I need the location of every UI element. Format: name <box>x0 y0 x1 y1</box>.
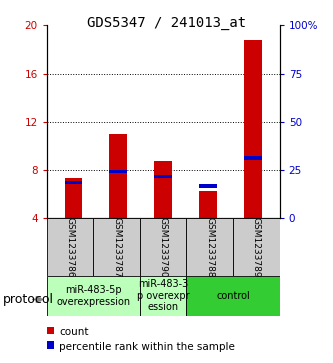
Bar <box>109 134 127 218</box>
Bar <box>140 276 186 316</box>
Bar <box>140 218 186 276</box>
Bar <box>47 341 54 348</box>
Text: control: control <box>216 291 250 301</box>
Text: miR-483-3
p overexpr
ession: miR-483-3 p overexpr ession <box>137 279 189 313</box>
Bar <box>109 170 127 173</box>
Bar <box>186 276 280 316</box>
Text: GSM1233789: GSM1233789 <box>252 216 261 277</box>
Text: GSM1233787: GSM1233787 <box>112 216 121 277</box>
Bar <box>154 175 172 178</box>
Text: count: count <box>59 327 89 337</box>
Text: GSM1233786: GSM1233786 <box>65 216 75 277</box>
Bar <box>47 218 93 276</box>
Bar <box>244 40 262 218</box>
Bar <box>199 191 217 218</box>
Bar <box>186 218 233 276</box>
Text: percentile rank within the sample: percentile rank within the sample <box>59 342 235 352</box>
Text: GSM1233788: GSM1233788 <box>205 216 214 277</box>
Text: GSM1233790: GSM1233790 <box>159 216 168 277</box>
Bar <box>244 156 262 160</box>
Bar <box>93 218 140 276</box>
Bar <box>65 178 83 218</box>
Bar <box>65 180 83 184</box>
Bar <box>199 184 217 188</box>
Bar <box>47 276 140 316</box>
Bar <box>233 218 280 276</box>
Bar <box>154 161 172 218</box>
Text: GDS5347 / 241013_at: GDS5347 / 241013_at <box>87 16 246 30</box>
Text: protocol: protocol <box>3 293 54 306</box>
Bar <box>47 327 54 334</box>
Text: miR-483-5p
overexpression: miR-483-5p overexpression <box>56 285 130 307</box>
